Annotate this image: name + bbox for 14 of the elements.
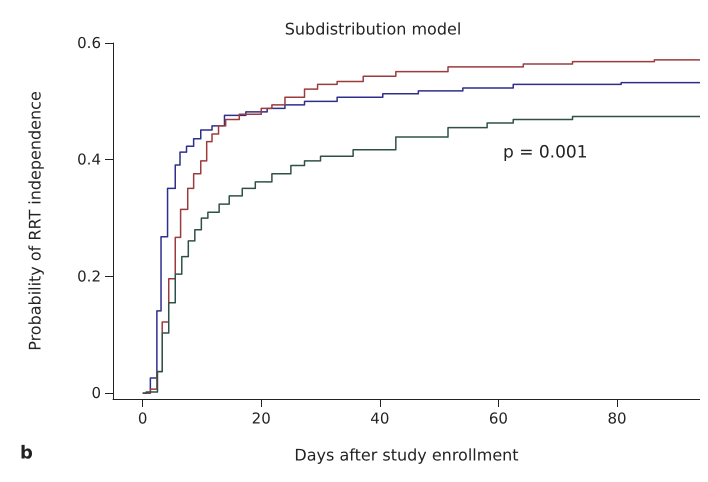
x-tick-label: 40 [370,410,390,428]
y-tick-label: 0.2 [77,267,101,286]
y-tick-label: 0.6 [77,34,101,52]
x-axis-title: Days after study enrollment [294,446,519,464]
chart-title: Subdistribution model [284,20,462,38]
x-tick-label: 60 [488,410,508,428]
x-tick-label: 20 [252,410,271,428]
annotation: p = 0.001 [503,142,588,162]
y-axis-title: Probability of RRT independence [26,91,44,351]
y-tick-label: 0 [91,384,101,402]
y-tick-label: 0.4 [77,150,101,169]
x-tick-label: 0 [138,410,148,428]
x-tick-label: 80 [607,410,627,428]
text: b [20,442,33,464]
